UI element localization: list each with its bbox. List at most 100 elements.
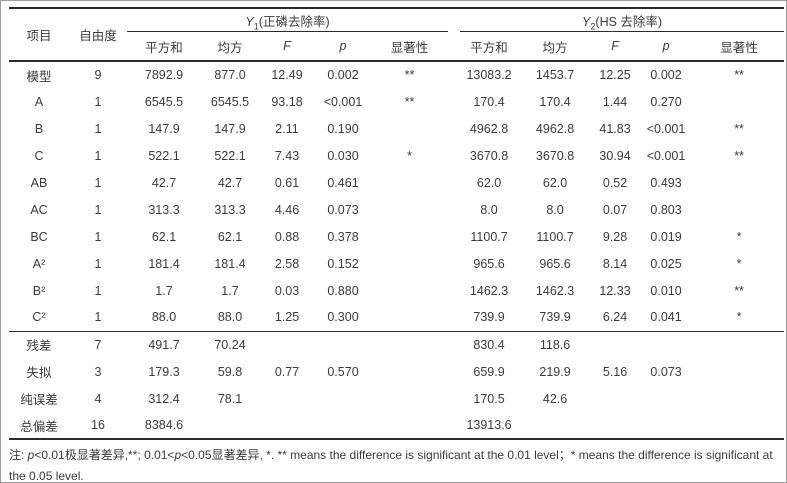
cell: 830.4 <box>473 337 505 352</box>
table-row: 失拟 3 179.3 59.8 0.77 0.570 659.9 219.9 5.16 0.073 <box>9 358 784 385</box>
cell: 491.7 <box>148 337 180 352</box>
cell: ** <box>734 148 744 163</box>
cell: 42.7 <box>151 175 177 190</box>
cell: 1 <box>94 202 102 217</box>
cell: 0.025 <box>650 256 682 271</box>
cell: 1 <box>94 229 102 244</box>
cell: * <box>407 148 412 163</box>
column-gap <box>448 115 460 142</box>
group-header-y1: Y1(正磷去除率) <box>127 8 449 32</box>
cell <box>694 412 784 439</box>
cell: 2.58 <box>274 256 300 271</box>
cell <box>315 385 371 412</box>
cell: 1 <box>94 94 102 109</box>
row-label: 残差 <box>26 339 52 354</box>
cell: 0.041 <box>650 310 682 325</box>
cell: 62.1 <box>217 229 243 244</box>
cell: 170.4 <box>473 94 505 109</box>
cell: 70.24 <box>214 337 246 352</box>
cell: 3670.8 <box>535 148 575 163</box>
cell: <0.001 <box>323 94 363 109</box>
cell <box>592 331 638 358</box>
cell: 78.1 <box>217 391 243 406</box>
cell: 1 <box>94 148 102 163</box>
cell: 0.019 <box>650 229 682 244</box>
cell: ** <box>734 68 744 82</box>
group-header-row: 项目 自由度 Y1(正磷去除率) Y2(HS 去除率) <box>9 8 785 43</box>
cell: 88.0 <box>217 310 243 325</box>
cell: 0.002 <box>327 68 359 82</box>
cell: 877.0 <box>214 68 246 82</box>
y2-label: (HS 去除率) <box>595 14 663 29</box>
cell: 16 <box>91 418 105 432</box>
cell: 30.94 <box>599 148 631 163</box>
cell: 0.88 <box>274 229 300 244</box>
cell <box>638 385 694 412</box>
cell <box>638 331 694 358</box>
cell <box>694 88 784 115</box>
cell: 179.3 <box>148 364 180 379</box>
cell: 118.6 <box>539 337 571 352</box>
cell: 0.073 <box>650 364 682 379</box>
cell <box>371 331 448 358</box>
cell <box>201 412 259 439</box>
cell: 0.880 <box>327 283 359 298</box>
cell: 4962.8 <box>535 121 575 136</box>
note-text: 注: <box>9 448 28 462</box>
cell: 62.0 <box>476 175 502 190</box>
cell: 0.570 <box>327 364 359 379</box>
cell: 7 <box>94 337 102 352</box>
residual-section: 残差 7 491.7 70.24 830.4 118.6 失拟 3 179.3 59.8 0.77 0… <box>9 331 785 439</box>
col-header-y1-ms: 均方 <box>217 40 243 55</box>
note-italic-p: p <box>27 448 35 462</box>
cell: 8.0 <box>480 202 498 217</box>
cell: 147.9 <box>214 121 246 136</box>
cell: 8.0 <box>546 202 564 217</box>
col-header-y1-p: p <box>339 39 347 53</box>
row-label: A <box>34 94 44 109</box>
row-label: 纯误差 <box>20 393 58 407</box>
cell: 12.33 <box>599 283 631 298</box>
column-gap <box>448 277 460 304</box>
column-gap <box>448 331 460 358</box>
cell: 12.25 <box>599 68 631 82</box>
col-header-y2-ss: 平方和 <box>470 40 508 55</box>
col-header-item: 项目 <box>26 29 52 43</box>
cell: 88.0 <box>151 310 177 325</box>
table-row: 模型 9 7892.9 877.0 12.49 0.002 ** 13083.2 1453.7 1… <box>9 61 784 88</box>
cell: 9 <box>94 68 102 82</box>
cell: 0.030 <box>327 148 359 163</box>
y2-symbol: Y <box>582 14 591 29</box>
cell <box>518 412 592 439</box>
cell: 170.5 <box>473 391 505 406</box>
table-row: BC 1 62.1 62.1 0.88 0.378 1100.7 1100.7 9.28 0.01… <box>9 223 784 250</box>
column-gap <box>448 142 460 169</box>
cell <box>371 196 448 223</box>
cell: 0.803 <box>650 202 682 217</box>
column-gap <box>448 223 460 250</box>
cell: 739.9 <box>473 310 505 325</box>
table-row: 残差 7 491.7 70.24 830.4 118.6 <box>9 331 784 358</box>
row-label: B <box>34 121 44 136</box>
cell: 181.4 <box>214 256 246 271</box>
col-header-y2-ms: 均方 <box>542 40 568 55</box>
cell: 659.9 <box>473 364 505 379</box>
cell: 0.270 <box>650 94 682 109</box>
y2-subscript: 2 <box>590 21 596 31</box>
cell: * <box>736 229 742 244</box>
row-label: AB <box>30 175 48 190</box>
cell <box>315 412 371 439</box>
cell: 0.461 <box>327 175 359 190</box>
cell: 522.1 <box>214 148 246 163</box>
cell: 1.44 <box>602 94 628 109</box>
y1-label: (正磷去除率) <box>258 14 330 29</box>
table-header: 项目 自由度 Y1(正磷去除率) Y2(HS 去除率) 平方和 均方 F p 显… <box>9 8 785 61</box>
cell <box>592 412 638 439</box>
cell: 4.46 <box>274 202 300 217</box>
cell: * <box>736 310 742 325</box>
column-gap <box>448 304 460 331</box>
y1-symbol: Y <box>245 14 254 29</box>
cell: 13083.2 <box>466 68 512 82</box>
cell: 1 <box>94 310 102 325</box>
cell <box>371 304 448 331</box>
